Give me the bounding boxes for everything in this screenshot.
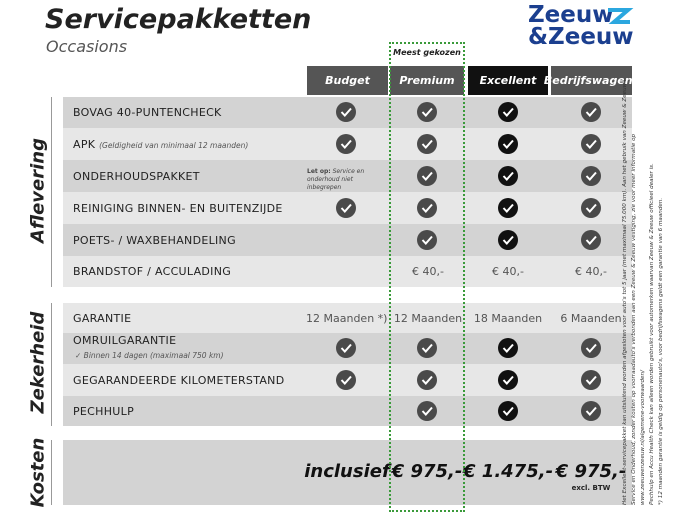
row: GARANTIE [63,303,632,333]
cell: € 40,- [412,265,444,278]
cell: € 40,- [492,265,524,278]
highlight-box [389,42,465,512]
logo-mark [608,8,634,24]
row-label: OMRUILGARANTIE [73,334,177,347]
logo-line: &Zeeuw [528,24,634,50]
row-note: ✓ Binnen 14 dagen (maximaal 750 km) [75,351,224,360]
row-label: APK [73,138,96,151]
column-header: Bedrijfswagens [544,66,639,95]
divider [51,440,52,505]
price-footnote: excl. BTW [571,484,611,492]
cell-note: Let op: Service en onderhoud niet inbegr… [307,168,387,192]
row-label: ONDERHOUDSPAKKET [73,170,200,183]
logo-line: Zeeuw [528,2,614,28]
row: POETS- / WAXBEHANDELING [63,224,632,256]
price: € 975,- [555,461,627,482]
title: Servicepakketten [45,4,312,35]
disclaimer-line: Het Excellent-servicepakket kan uitsluit… [622,78,628,505]
row: ONDERHOUDSPAKKET [63,160,632,192]
column-header: Budget [307,66,388,95]
row-label: GEGARANDEERDE KILOMETERSTAND [73,374,285,387]
cell: € 40,- [575,265,607,278]
row-label: POETS- / WAXBEHANDELING [73,234,236,247]
checks [335,101,602,422]
row: BRANDSTOF / ACCULADING [63,256,632,287]
row-label: PECHHULP [73,405,135,418]
cell-text: Service en onderhoud niet inbegrepen [307,168,365,191]
divider [51,303,52,426]
disclaimer: Het Excellent-servicepakket kan uitsluit… [621,75,664,505]
price: € 1.475,- [463,461,554,482]
logo: Zeeuw &Zeeuw [528,2,634,50]
disclaimer-line: Pechhulp en Accu Health Check kan alleen… [649,163,655,505]
column-header: Excellent [468,66,548,95]
cell: 12 Maanden *) [306,312,388,325]
row-label: BOVAG 40-PUNTENCHECK [73,106,222,119]
row-note: (Geldigheid van minimaal 12 maanden) [99,141,249,150]
row: PECHHULP [63,396,632,426]
column-header: Premium [390,66,464,95]
row-label: REINIGING BINNEN- EN BUITENZIJDE [73,202,283,215]
divider [51,97,52,287]
cell: 12 Maanden [393,312,463,325]
row-label: BRANDSTOF / ACCULADING [73,265,232,278]
subtitle: Occasions [46,37,128,56]
price: inclusief [304,461,390,482]
cell: 18 Maanden [473,312,543,325]
price: € 975,- [391,461,463,482]
disclaimer-line: Service en Onderhoud, zonder kosten op v… [631,133,646,505]
row [63,440,632,505]
cell: 6 Maanden [560,312,622,325]
cell-emphasis: Let op: [307,168,331,175]
row-label: GARANTIE [73,312,132,325]
badge: Meest gekozen [393,48,461,57]
disclaimer-line: *) 12 maanden garantie is geldig op pers… [658,197,664,505]
